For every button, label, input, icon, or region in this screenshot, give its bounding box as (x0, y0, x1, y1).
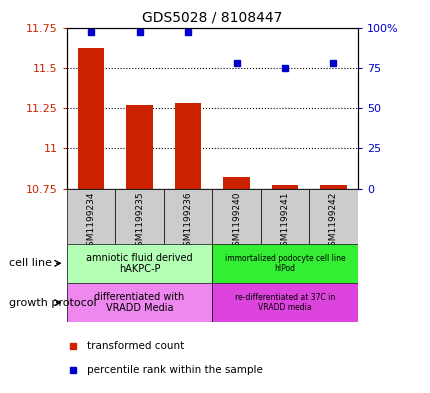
Bar (67, 244, 212, 283)
Bar (174, 103, 201, 189)
Text: differentiated with
VRADD Media: differentiated with VRADD Media (94, 292, 184, 313)
Bar (67, 283, 212, 322)
Text: GSM1199234: GSM1199234 (86, 191, 95, 252)
Bar (163, 189, 212, 244)
Bar (271, 185, 298, 189)
Bar (309, 189, 357, 244)
Bar (77, 48, 104, 189)
Text: cell line: cell line (9, 258, 52, 268)
Text: immortalized podocyte cell line
hIPod: immortalized podocyte cell line hIPod (224, 253, 344, 273)
Bar (319, 185, 346, 189)
Bar (260, 189, 309, 244)
Title: GDS5028 / 8108447: GDS5028 / 8108447 (142, 11, 282, 25)
Bar (212, 283, 357, 322)
Bar (126, 105, 153, 189)
Text: GSM1199241: GSM1199241 (280, 191, 289, 252)
Bar (223, 177, 249, 189)
Bar (115, 189, 163, 244)
Bar (67, 189, 115, 244)
Text: amniotic fluid derived
hAKPC-P: amniotic fluid derived hAKPC-P (86, 253, 192, 274)
Text: GSM1199242: GSM1199242 (328, 191, 337, 252)
Text: GSM1199236: GSM1199236 (183, 191, 192, 252)
Bar (212, 244, 357, 283)
Text: transformed count: transformed count (87, 340, 184, 351)
Text: percentile rank within the sample: percentile rank within the sample (87, 365, 262, 375)
Text: GSM1199240: GSM1199240 (231, 191, 240, 252)
Text: re-differentiated at 37C in
VRADD media: re-differentiated at 37C in VRADD media (234, 293, 335, 312)
Text: growth protocol: growth protocol (9, 298, 96, 308)
Text: GSM1199235: GSM1199235 (135, 191, 144, 252)
Bar (212, 189, 260, 244)
